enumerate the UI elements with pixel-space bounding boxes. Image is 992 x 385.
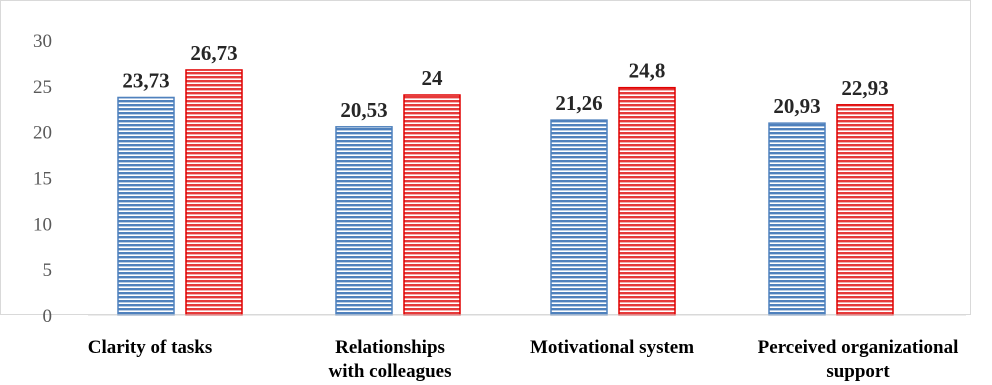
- data-label-series-1-cat-0: 26,73: [190, 41, 237, 65]
- bar-series-1-cat-1: [403, 94, 461, 316]
- data-label-series-0-cat-2: 21,26: [555, 91, 602, 115]
- data-label-series-0-cat-0: 23,73: [122, 68, 169, 92]
- bar-series-1-cat-3: [836, 104, 894, 316]
- y-tick-label-1: 5: [43, 260, 53, 281]
- bar-series-1-cat-0: [185, 69, 243, 316]
- category-label-3: Perceived organizational: [758, 337, 959, 358]
- y-tick-label-5: 25: [33, 77, 52, 98]
- x-axis-labels: Clarity of tasks Relationships with collea…: [88, 337, 959, 382]
- data-labels: 23,73 20,53 21,26 20,93 26,73 24 24,8 22,93: [122, 41, 888, 122]
- bar-series-0-cat-3: [768, 122, 826, 316]
- category-label-3-line-1: support: [826, 361, 890, 382]
- data-label-series-1-cat-2: 24,8: [629, 59, 666, 83]
- y-tick-label-0: 0: [43, 306, 53, 327]
- category-label-1-line-1: with colleagues: [329, 361, 452, 382]
- data-label-series-0-cat-1: 20,53: [340, 98, 387, 122]
- bar-series-0-cat-1: [335, 126, 393, 316]
- data-label-series-0-cat-3: 20,93: [773, 94, 820, 118]
- data-label-series-1-cat-3: 22,93: [841, 76, 888, 100]
- bar-series-0-cat-2: [550, 119, 608, 316]
- y-tick-label-4: 20: [33, 123, 52, 144]
- category-label-1: Relationships: [335, 337, 445, 358]
- y-tick-label-2: 10: [33, 214, 52, 235]
- category-label-0: Clarity of tasks: [88, 337, 213, 358]
- y-tick-label-6: 30: [33, 31, 52, 52]
- bar-series-0-cat-0: [117, 96, 175, 316]
- data-label-series-1-cat-1: 24: [422, 66, 444, 90]
- bar-series-1-cat-2: [618, 86, 676, 316]
- y-axis: 0 5 10 15 20 25 30: [33, 31, 52, 327]
- y-tick-label-3: 15: [33, 169, 52, 190]
- category-label-2: Motivational system: [530, 337, 694, 358]
